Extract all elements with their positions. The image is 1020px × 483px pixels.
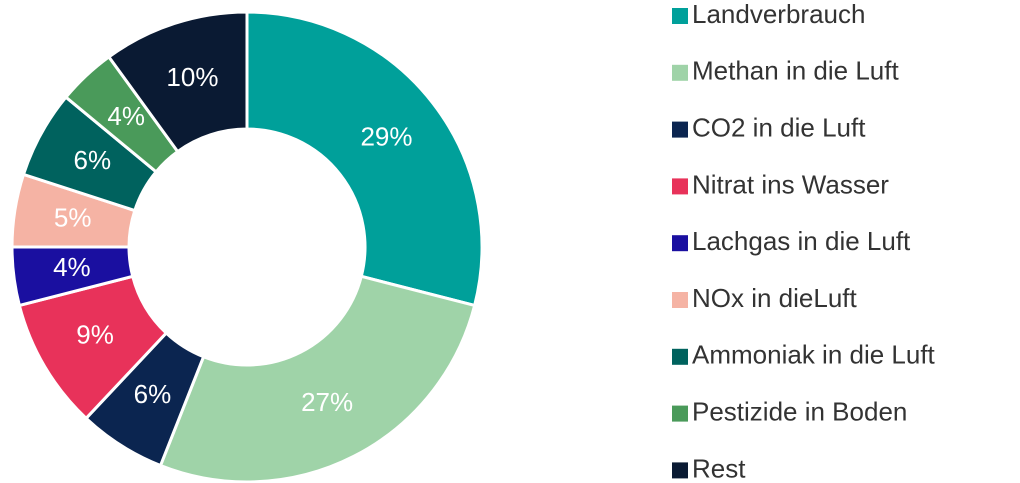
- data-label: 5%: [54, 202, 92, 232]
- legend-label: NOx in dieLuft: [692, 283, 858, 313]
- legend-swatch: [672, 462, 688, 479]
- legend-swatch: [672, 235, 688, 252]
- data-label: 9%: [76, 320, 114, 350]
- legend-label: Pestizide in Boden: [692, 396, 907, 426]
- legend-label: Nitrat ins Wasser: [692, 169, 889, 199]
- legend-label: Rest: [692, 453, 746, 483]
- legend-swatch: [672, 178, 688, 195]
- donut-segment: [106, 10, 249, 154]
- data-label: 4%: [53, 252, 91, 282]
- donut-segment: [245, 10, 484, 308]
- data-label: 29%: [360, 122, 412, 152]
- donut-segment: [158, 274, 477, 483]
- legend-label: Methan in die Luft: [692, 56, 899, 86]
- legend-label: Ammoniak in die Luft: [692, 340, 936, 370]
- legend-swatch: [672, 348, 688, 365]
- legend-label: Lachgas in die Luft: [692, 226, 911, 256]
- data-label: 27%: [301, 387, 353, 417]
- data-label: 6%: [74, 145, 112, 175]
- data-label: 6%: [134, 379, 172, 409]
- legend-swatch: [672, 405, 688, 422]
- legend-swatch: [672, 8, 688, 24]
- legend-swatch: [672, 292, 688, 308]
- legend-label: Landverbrauch: [692, 0, 865, 29]
- legend-label: CO2 in die Luft: [692, 112, 866, 142]
- legend-swatch: [672, 121, 688, 138]
- legend-swatch: [672, 64, 688, 81]
- data-label: 10%: [166, 62, 218, 92]
- data-label: 4%: [107, 101, 145, 131]
